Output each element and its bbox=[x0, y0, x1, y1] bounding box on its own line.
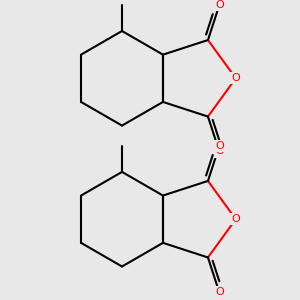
Text: O: O bbox=[215, 287, 224, 297]
Text: O: O bbox=[215, 141, 224, 151]
Text: O: O bbox=[215, 0, 224, 10]
Text: O: O bbox=[215, 146, 224, 156]
Text: O: O bbox=[231, 73, 240, 83]
Text: O: O bbox=[231, 214, 240, 224]
